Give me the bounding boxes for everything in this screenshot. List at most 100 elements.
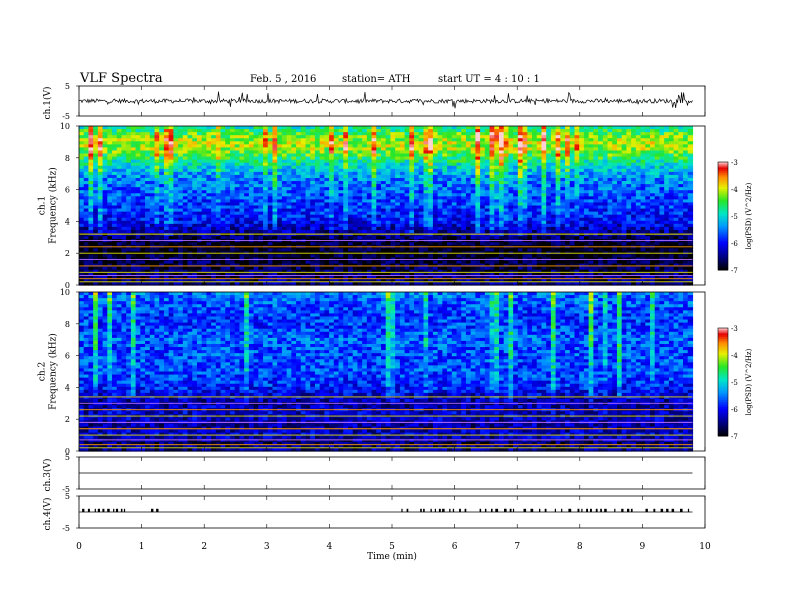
ch2-spectrogram-ytick-1: 2 [65, 415, 70, 424]
ch2-spectrogram-colorbar-swatch-10 [718, 346, 728, 349]
ch2-spectrogram-colorbar-swatch-42 [718, 403, 728, 406]
ch4-pulse [660, 508, 664, 512]
ch2-spectrogram-colorbar-swatch-19 [718, 362, 728, 365]
time-axis-label: Time (min) [367, 551, 417, 562]
ch2-spectrogram-colorbar-swatch-21 [718, 365, 728, 369]
ch1-spectrogram-colorbar-tick-3: -6 [731, 240, 738, 248]
ch1-spectrogram-colorbar-swatch-32 [718, 219, 728, 222]
ch2-spectrogram-colorbar-swatch-39 [718, 398, 728, 401]
ch4-pulse [604, 508, 607, 512]
time-tick-5: 5 [389, 542, 395, 552]
ch1-spectrogram-colorbar-swatch-0 [718, 162, 728, 165]
ch2-spectrogram-colorbar-swatch-1 [718, 329, 728, 333]
ch2-spectrogram-colorbar-swatch-18 [718, 360, 728, 363]
ch4-pulse [504, 508, 507, 512]
ch3-waveform-ytick-1: -5 [62, 485, 70, 494]
ch2-spectrogram-colorbar-swatch-49 [718, 416, 728, 419]
ch1-spectrogram-colorbar-swatch-53 [718, 257, 728, 260]
ch1-waveform-ylabel-0: ch.1(V) [42, 87, 53, 120]
ch4-pulse [581, 508, 583, 512]
ch1-waveform-panel: 5 -5 ch.1(V) [42, 82, 706, 121]
ch4-pulse [452, 508, 455, 512]
ch3-waveform-ylabel-0: ch.3(V) [42, 459, 53, 492]
ch2-spectrogram-colorbar-swatch-35 [718, 391, 728, 394]
ch1-spectrogram-colorbar-swatch-40 [718, 234, 728, 237]
ch1-spectrogram-colorbar-swatch-52 [718, 255, 728, 258]
ch4-pulse [113, 508, 115, 512]
ch2-spectrogram-colorbar-swatch-43 [718, 405, 728, 408]
ch2-spectrogram-colorbar-swatch-34 [718, 389, 728, 392]
ch1-spectrogram-colorbar-swatch-29 [718, 214, 728, 217]
ch4-pulse [630, 508, 633, 512]
ch1-spectrogram-colorbar-swatch-42 [718, 237, 728, 240]
ch2-spectrogram-colorbar-swatch-15 [718, 355, 728, 358]
ch4-waveform-ytick-1: -5 [62, 524, 70, 533]
ch1-spectrogram-colorbar-swatch-46 [718, 244, 728, 248]
ch2-spectrogram-colorbar-tick-3: -6 [731, 406, 738, 414]
ch4-pulse [406, 508, 409, 512]
ch1-spectrogram-colorbar-swatch-18 [718, 194, 728, 197]
ch1-colorbar: -3 -4 -5 -6 -7 log(PSD) (V^2/Hz) [717, 159, 753, 275]
ch2-spectrogram-colorbar-swatch-28 [718, 378, 728, 381]
ch4-pulse [120, 508, 123, 512]
ch1-spectrogram-colorbar-tick-4: -7 [731, 267, 738, 275]
ch4-pulse [430, 508, 432, 512]
ch1-spectrogram-colorbar-swatch-26 [718, 208, 728, 212]
ch2-spectrogram-colorbar-swatch-37 [718, 394, 728, 397]
ch1-spectrogram-ytick-4: 8 [65, 154, 70, 163]
ch2-spectrogram-colorbar-swatch-23 [718, 369, 728, 372]
ch2-spectrogram-colorbar-swatch-56 [718, 428, 728, 432]
ch1-spectrogram-colorbar-swatch-38 [718, 230, 728, 233]
ch2-spectrogram-colorbar-frame [717, 327, 729, 437]
ch4-pulse [687, 508, 690, 512]
ch1-spectrogram-colorbar-swatch-44 [718, 241, 728, 244]
date-label: Feb. 5 , 2016 [250, 74, 317, 85]
time-tick-0: 0 [76, 542, 82, 552]
ch2-spectrogram-colorbar-label: log(PSD) (V^2/Hz) [745, 348, 753, 415]
ch2-spectrogram-colorbar-swatch-55 [718, 427, 728, 430]
ch2-spectrogram-colorbar-swatch-54 [718, 425, 728, 428]
ch1-spectrogram-colorbar-swatch-48 [718, 248, 728, 251]
ch4-pulse [442, 508, 445, 512]
ch1-spectrogram-colorbar-swatch-1 [718, 163, 728, 167]
ch4-pulse [491, 508, 493, 512]
ch2-spectrogram-colorbar-swatch-45 [718, 409, 728, 412]
ch4-pulse [680, 508, 683, 512]
ch2-spectrogram-colorbar-tick-1: -4 [731, 352, 738, 360]
ch2-spectrogram-colorbar-swatch-33 [718, 387, 728, 390]
ch2-spectrogram-colorbar-tick-2: -5 [731, 379, 738, 387]
ch1-spectrogram-colorbar-label: log(PSD) (V^2/Hz) [745, 182, 753, 249]
ch1-spectrogram-ylabel-0: ch.1 [38, 196, 48, 215]
time-tick-4: 4 [327, 542, 333, 552]
ch2-spectrogram-colorbar-swatch-9 [718, 344, 728, 347]
ch2-spectrogram-colorbar-swatch-46 [718, 410, 728, 414]
ch1-spectrogram-colorbar-swatch-28 [718, 212, 728, 215]
ch4-waveform-panel: 5 -5 ch.4(V) [42, 492, 706, 533]
ch1-spectrogram-colorbar-swatch-57 [718, 264, 728, 267]
ch4-pulse [87, 508, 90, 512]
ch4-pulse [577, 508, 580, 512]
ch4-pulse [479, 508, 482, 512]
ch1-spectrogram-colorbar-swatch-24 [718, 205, 728, 208]
ch2-spectrogram-colorbar-swatch-4 [718, 335, 728, 338]
ch1-spectrogram-colorbar-swatch-8 [718, 176, 728, 179]
ch1-spectrogram-colorbar-tick-0: -3 [731, 159, 738, 167]
ch2-spectrogram-colorbar-swatch-52 [718, 421, 728, 424]
ch4-pulse [590, 508, 592, 512]
ch2-spectrogram-colorbar-swatch-24 [718, 371, 728, 374]
ch2-spectrogram-colorbar-swatch-31 [718, 383, 728, 387]
ch1-spectrogram-colorbar-swatch-47 [718, 246, 728, 249]
ch1-spectrogram-colorbar-swatch-9 [718, 178, 728, 181]
ch2-spectrogram-ytick-2: 4 [65, 383, 70, 392]
ch2-spectrogram-colorbar-swatch-5 [718, 337, 728, 340]
ch1-spectrogram-colorbar-swatch-25 [718, 207, 728, 210]
ch2-colorbar: -3 -4 -5 -6 -7 log(PSD) (V^2/Hz) [717, 325, 753, 441]
ch2-spectrogram-colorbar-swatch-38 [718, 396, 728, 399]
ch1-spectrogram-colorbar-swatch-43 [718, 239, 728, 242]
ch2-spectrogram-colorbar-swatch-2 [718, 331, 728, 334]
ch1-spectrogram-colorbar-swatch-35 [718, 225, 728, 228]
ch1-spectrogram-colorbar-swatch-19 [718, 196, 728, 199]
ch2-spectrogram-colorbar-swatch-27 [718, 376, 728, 379]
ch4-pulse [423, 508, 425, 512]
ch1-spectrogram-colorbar-swatch-39 [718, 232, 728, 235]
